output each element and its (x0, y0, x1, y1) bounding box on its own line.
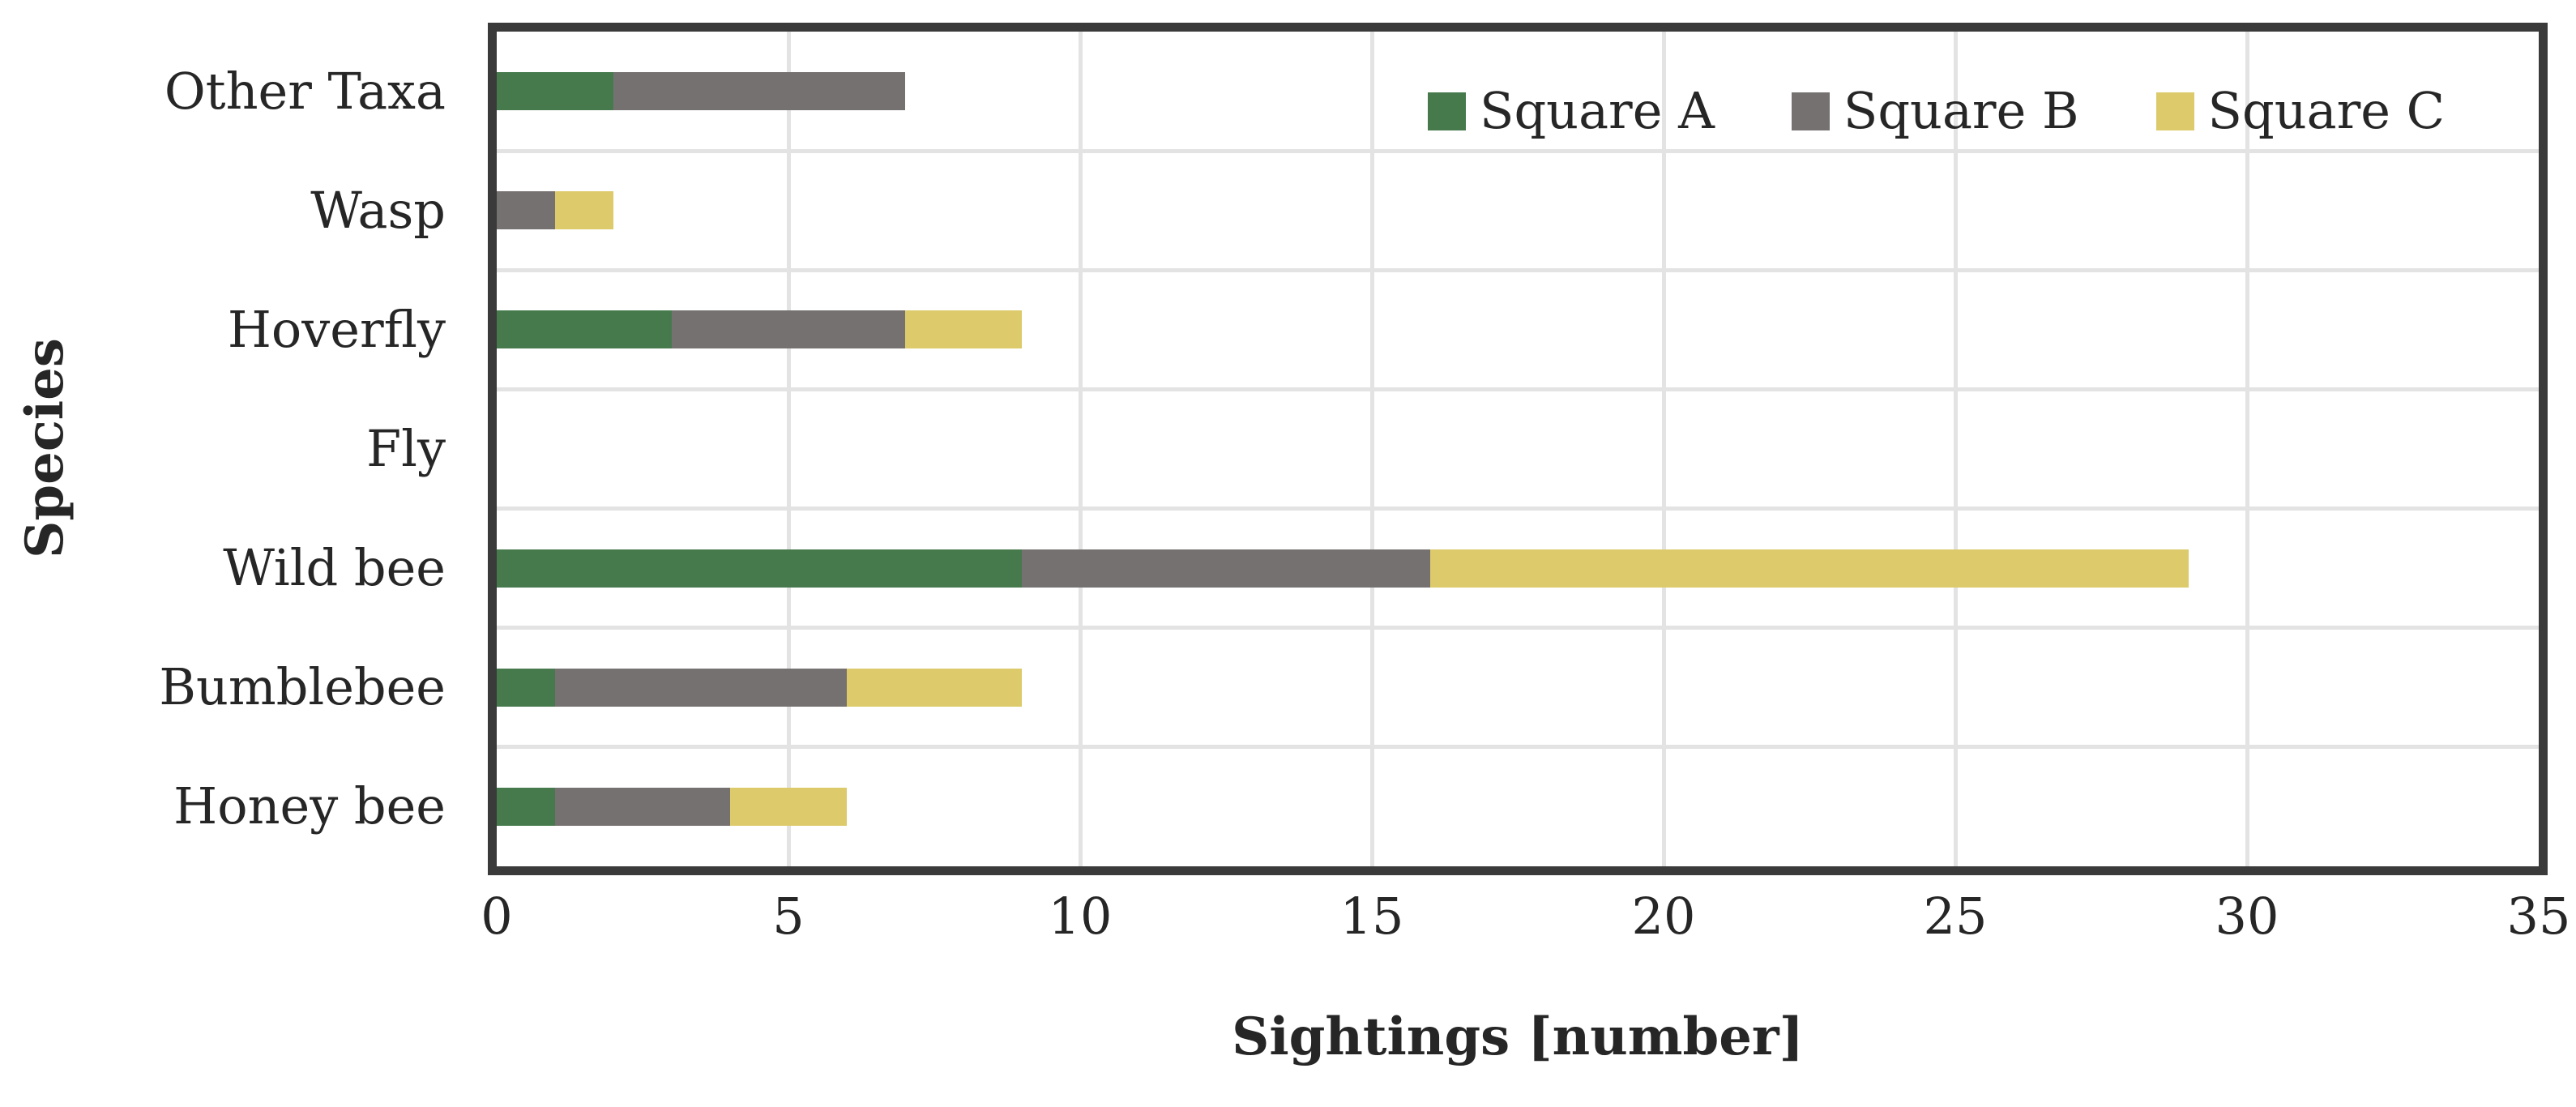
legend-swatch-icon (1791, 92, 1830, 130)
bar-segment-square-a (497, 668, 555, 707)
bar-segment-square-b (1022, 549, 1430, 588)
y-axis-category-labels: Other Taxa Wasp Hoverfly Fly Wild bee Bumbleb… (0, 32, 470, 866)
x-tick-label: 20 (1631, 887, 1696, 946)
bar-row (497, 787, 847, 826)
x-tick-label: 0 (481, 887, 513, 946)
y-category-label: Other Taxa (164, 61, 446, 121)
legend-label: Square C (2207, 81, 2446, 140)
bar-segment-square-b (555, 668, 847, 707)
vertical-gridline (1661, 32, 1666, 866)
bar-segment-square-c (730, 787, 847, 826)
bar-segment-square-c (847, 668, 1022, 707)
bar-segment-square-c (1430, 549, 2189, 588)
horizontal-gridline (497, 506, 2539, 511)
legend-swatch-icon (2155, 92, 2194, 130)
legend-label: Square B (1843, 81, 2079, 140)
legend-label: Square A (1480, 81, 1715, 140)
bar-segment-square-b (672, 310, 905, 349)
bar-segment-square-c (905, 310, 1022, 349)
bar-segment-square-b (497, 191, 555, 230)
x-tick-label: 5 (772, 887, 805, 946)
bar-segment-square-b (555, 787, 730, 826)
horizontal-gridline (497, 626, 2539, 630)
x-axis-title: Sightings [number] (1232, 1007, 1804, 1067)
bar-row (497, 668, 1022, 707)
horizontal-gridline (497, 387, 2539, 391)
vertical-gridline (786, 32, 791, 866)
vertical-gridline (1369, 32, 1374, 866)
plot-inner (497, 32, 2539, 866)
legend-item-square-b: Square B (1791, 81, 2079, 140)
vertical-gridline (1078, 32, 1083, 866)
x-tick-label: 30 (2215, 887, 2279, 946)
y-category-label: Hoverfly (227, 299, 446, 359)
horizontal-gridline (497, 267, 2539, 272)
bar-row (497, 191, 613, 230)
vertical-gridline (2245, 32, 2249, 866)
horizontal-gridline (497, 745, 2539, 750)
horizontal-gridline (497, 148, 2539, 153)
y-category-label: Bumblebee (159, 657, 446, 717)
legend-swatch-icon (1428, 92, 1466, 130)
bar-segment-square-a (497, 549, 1022, 588)
bar-segment-square-b (613, 72, 905, 111)
legend-item-square-c: Square C (2155, 81, 2446, 140)
x-tick-label: 10 (1048, 887, 1113, 946)
bar-segment-square-a (497, 72, 613, 111)
bar-segment-square-a (497, 787, 555, 826)
y-category-label: Fly (366, 418, 446, 478)
x-tick-label: 35 (2506, 887, 2571, 946)
bar-segment-square-a (497, 310, 672, 349)
x-tick-label: 25 (1923, 887, 1988, 946)
bar-row (497, 549, 2189, 588)
y-category-label: Wild bee (223, 538, 446, 598)
legend-item-square-a: Square A (1428, 86, 1715, 136)
legend: Square A Square B Square C (1428, 86, 2445, 136)
bar-row (497, 310, 1022, 349)
y-category-label: Wasp (310, 180, 446, 240)
plot-area (488, 23, 2548, 875)
y-category-label: Honey bee (173, 776, 446, 836)
vertical-gridline (1953, 32, 1958, 866)
bar-segment-square-c (555, 191, 613, 230)
bar-row (497, 72, 905, 111)
x-tick-label: 15 (1339, 887, 1404, 946)
